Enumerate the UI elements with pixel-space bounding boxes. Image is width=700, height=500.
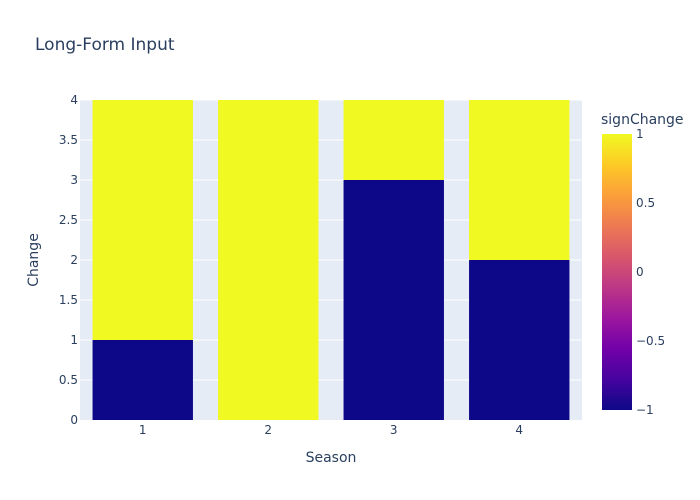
bar-season-2-series-1[interactable] (218, 100, 319, 420)
x-axis-title: Season (306, 450, 357, 466)
x-tick-label: 1 (139, 423, 147, 437)
y-tick-label: 2.5 (59, 213, 78, 227)
y-axis-ticks: 0 0.5 1 1.5 2 2.5 3 3.5 4 (59, 93, 78, 427)
x-tick-label: 2 (264, 423, 272, 437)
bar-season-1-series-1[interactable] (92, 100, 193, 340)
colorbar-tick-label: 1 (636, 127, 644, 141)
bar-season-4-series-1[interactable] (469, 100, 570, 260)
y-tick-label: 3.5 (59, 133, 78, 147)
colorbar-ticks: 1 0.5 0 −0.5 −1 (636, 127, 665, 417)
y-tick-label: 0 (70, 413, 78, 427)
y-tick-label: 2 (70, 253, 78, 267)
y-tick-label: 0.5 (59, 373, 78, 387)
colorbar-tick-label: −1 (636, 403, 654, 417)
y-tick-label: 1.5 (59, 293, 78, 307)
x-axis-ticks: 1 2 3 4 (139, 423, 523, 437)
bar-season-1-series-0[interactable] (92, 340, 193, 420)
colorbar-gradient (602, 134, 632, 410)
colorbar-tick-label: 0.5 (636, 196, 655, 210)
x-tick-label: 4 (515, 423, 523, 437)
y-tick-label: 4 (70, 93, 78, 107)
bar-season-4-series-0[interactable] (469, 260, 570, 420)
colorbar-title: signChange (601, 112, 684, 128)
colorbar-tick-label: 0 (636, 265, 644, 279)
x-tick-label: 3 (390, 423, 398, 437)
y-axis-title: Change (26, 233, 42, 287)
bar-season-3-series-0[interactable] (343, 180, 444, 420)
bars (92, 100, 570, 420)
bar-season-3-series-1[interactable] (343, 100, 444, 180)
y-tick-label: 3 (70, 173, 78, 187)
colorbar: signChange 1 0.5 0 −0.5 −1 (601, 112, 684, 417)
y-tick-label: 1 (70, 333, 78, 347)
colorbar-tick-label: −0.5 (636, 334, 665, 348)
chart-title: Long-Form Input (35, 35, 175, 55)
